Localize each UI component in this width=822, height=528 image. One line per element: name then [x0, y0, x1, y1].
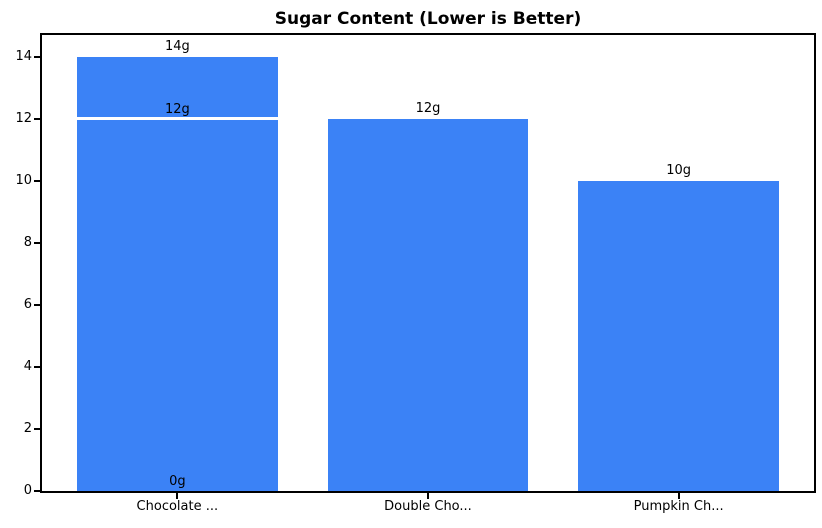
y-axis-tick [34, 303, 40, 306]
x-axis-tick [427, 493, 429, 499]
y-tick-label: 8 [23, 234, 32, 250]
y-tick-label: 12 [15, 110, 32, 126]
x-tick-label: Pumpkin Ch... [633, 499, 724, 514]
x-axis-tick [176, 493, 179, 499]
bar-value-label: 14g [164, 38, 190, 54]
plot-area: 0 2 4 6 8 10 12 14 Chocolate ... 14g Double Cho...… [15, 33, 816, 514]
x-tick-label: Double Cho... [384, 499, 472, 514]
bar [578, 180, 779, 491]
y-tick-label: 2 [23, 420, 32, 436]
chart-title: Sugar Content (Lower is Better) [274, 9, 582, 29]
bar-divider-line [77, 116, 278, 120]
y-tick-label: 6 [23, 296, 32, 312]
y-axis-tick [34, 490, 40, 492]
y-axis-tick [34, 241, 40, 244]
bar-value-label: 10g [666, 162, 692, 178]
y-axis-tick [34, 427, 40, 430]
bar [77, 56, 278, 491]
overlay-value-label: 0g [169, 474, 186, 489]
bar-value-label: 12g [415, 100, 441, 116]
y-tick-label: 14 [15, 48, 32, 64]
bar [327, 118, 529, 491]
y-tick-label: 0 [23, 483, 32, 498]
y-tick-label: 4 [23, 358, 32, 374]
x-tick-label: Chocolate ... [136, 499, 219, 514]
overlay-value-label: 12g [164, 101, 190, 117]
y-axis-tick [34, 55, 40, 58]
x-axis-tick [677, 493, 680, 499]
y-axis-tick [34, 365, 40, 368]
y-axis-tick [34, 117, 40, 120]
y-axis-tick [34, 179, 40, 182]
y-tick-label: 10 [15, 172, 32, 188]
